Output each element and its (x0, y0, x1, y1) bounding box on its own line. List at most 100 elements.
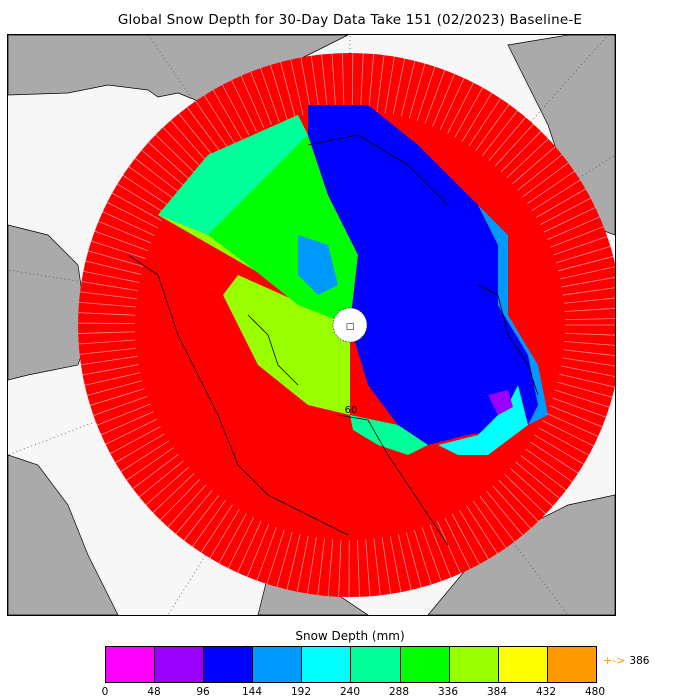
rim-stripe (365, 539, 371, 597)
rim-stripe (432, 73, 455, 127)
rim-stripe (79, 347, 137, 355)
rim-stripe (461, 92, 493, 142)
rim-stripe (307, 537, 317, 594)
rim-stripe (488, 116, 526, 162)
rim-stripe (111, 192, 163, 222)
rim-stripe (82, 364, 139, 376)
rim-stripe (545, 412, 599, 437)
rim-stripe (543, 207, 596, 233)
rim-stripe (107, 202, 159, 229)
rim-stripe (437, 521, 461, 574)
zone-blue-main (308, 105, 538, 445)
rim-stripe (132, 454, 179, 490)
rim-stripe (424, 69, 446, 124)
zone-purple (488, 390, 513, 415)
rim-stripe (468, 98, 501, 147)
zone-cyan (438, 385, 528, 455)
rim-stripe (557, 381, 613, 398)
colorbar-tick: 96 (196, 686, 210, 698)
rim-stripe (376, 55, 385, 112)
rim-stripe (221, 84, 250, 136)
rim-stripe (459, 509, 489, 560)
rim-stripe (564, 318, 615, 321)
rim-stripe (447, 82, 474, 134)
land-masses (8, 35, 615, 615)
zone-teal-upper (158, 115, 308, 235)
rim-stripe (88, 250, 144, 267)
rim-stripe (517, 154, 563, 191)
rim-stripe (550, 226, 604, 248)
coastlines (127, 134, 539, 546)
rim-stripe (276, 531, 293, 588)
rim-stripe (91, 240, 146, 259)
colorbar-tick: 384 (486, 686, 508, 698)
zone-teal-lower (350, 415, 428, 455)
rim-stripe (408, 63, 426, 119)
rim-stripe (400, 60, 416, 117)
rim-stripe (475, 104, 510, 151)
rim-stripe (237, 520, 262, 573)
rim-stripe (100, 411, 154, 436)
rim-stripe (515, 461, 560, 499)
rim-stripe (559, 266, 615, 280)
rim-stripe (560, 365, 615, 377)
colorbar-tick: 0 (101, 686, 109, 698)
rim-stripe (183, 495, 220, 541)
polar-map[interactable]: □ 60 (7, 34, 616, 616)
rim-stripe (564, 341, 615, 346)
rim-stripe (266, 529, 285, 585)
colorbar-tick: 288 (388, 686, 410, 698)
rim-stripe (531, 179, 581, 211)
rim-stripe (389, 536, 402, 593)
rim-stripe (416, 66, 436, 121)
rim-stripe (553, 236, 608, 256)
rim-stripe (256, 526, 277, 581)
rim-stripe (85, 260, 142, 275)
rim-stripe (534, 434, 584, 465)
overflow-indicator: +-> 386 (603, 654, 649, 667)
rim-stripe (451, 513, 480, 565)
rim-stripe (439, 77, 465, 130)
rim-stripe (250, 71, 272, 125)
rim-stripe (79, 291, 137, 300)
rim-stripe (231, 79, 257, 132)
rim-stripe (500, 131, 542, 173)
rim-stripe (510, 468, 554, 507)
rim-stripe (331, 53, 337, 111)
rim-stripe (240, 75, 265, 129)
rim-stripe (290, 59, 304, 116)
colorbar-tick: 144 (241, 686, 263, 698)
rim-stripe (562, 287, 615, 296)
rim-stripe (152, 472, 195, 513)
rim-stripe (117, 183, 167, 214)
rim-stripe (87, 380, 143, 396)
rim-stripe (542, 420, 594, 447)
swatch-4 (302, 647, 352, 682)
rim-stripe (564, 307, 615, 312)
rim-stripe (538, 427, 590, 456)
rim-stripe (525, 448, 573, 483)
swatch-7 (449, 647, 499, 682)
rim-stripe (162, 127, 203, 170)
rim-stripe (547, 216, 600, 240)
rim-stripe (78, 331, 136, 334)
rim-stripe (486, 490, 523, 536)
rim-stripe (141, 149, 186, 188)
rim-stripe (535, 188, 586, 218)
rim-stripe (105, 418, 157, 445)
rim-stripe (554, 389, 610, 408)
rim-stripe (357, 539, 360, 597)
zone-light-green-lower (223, 275, 350, 415)
rim-stripe (167, 484, 207, 528)
rim-stripe (479, 496, 515, 542)
rim-stripe (90, 388, 145, 406)
colorbar-tick: 432 (535, 686, 557, 698)
zone-sky-blue (478, 205, 548, 425)
rim-stripe (368, 54, 375, 111)
rim-stripe (563, 349, 615, 357)
rim-stripe (351, 53, 354, 111)
rim-stripe (145, 466, 189, 506)
rim-stripe (78, 301, 136, 308)
rim-stripe (506, 138, 549, 179)
swatch-0 (106, 647, 156, 682)
